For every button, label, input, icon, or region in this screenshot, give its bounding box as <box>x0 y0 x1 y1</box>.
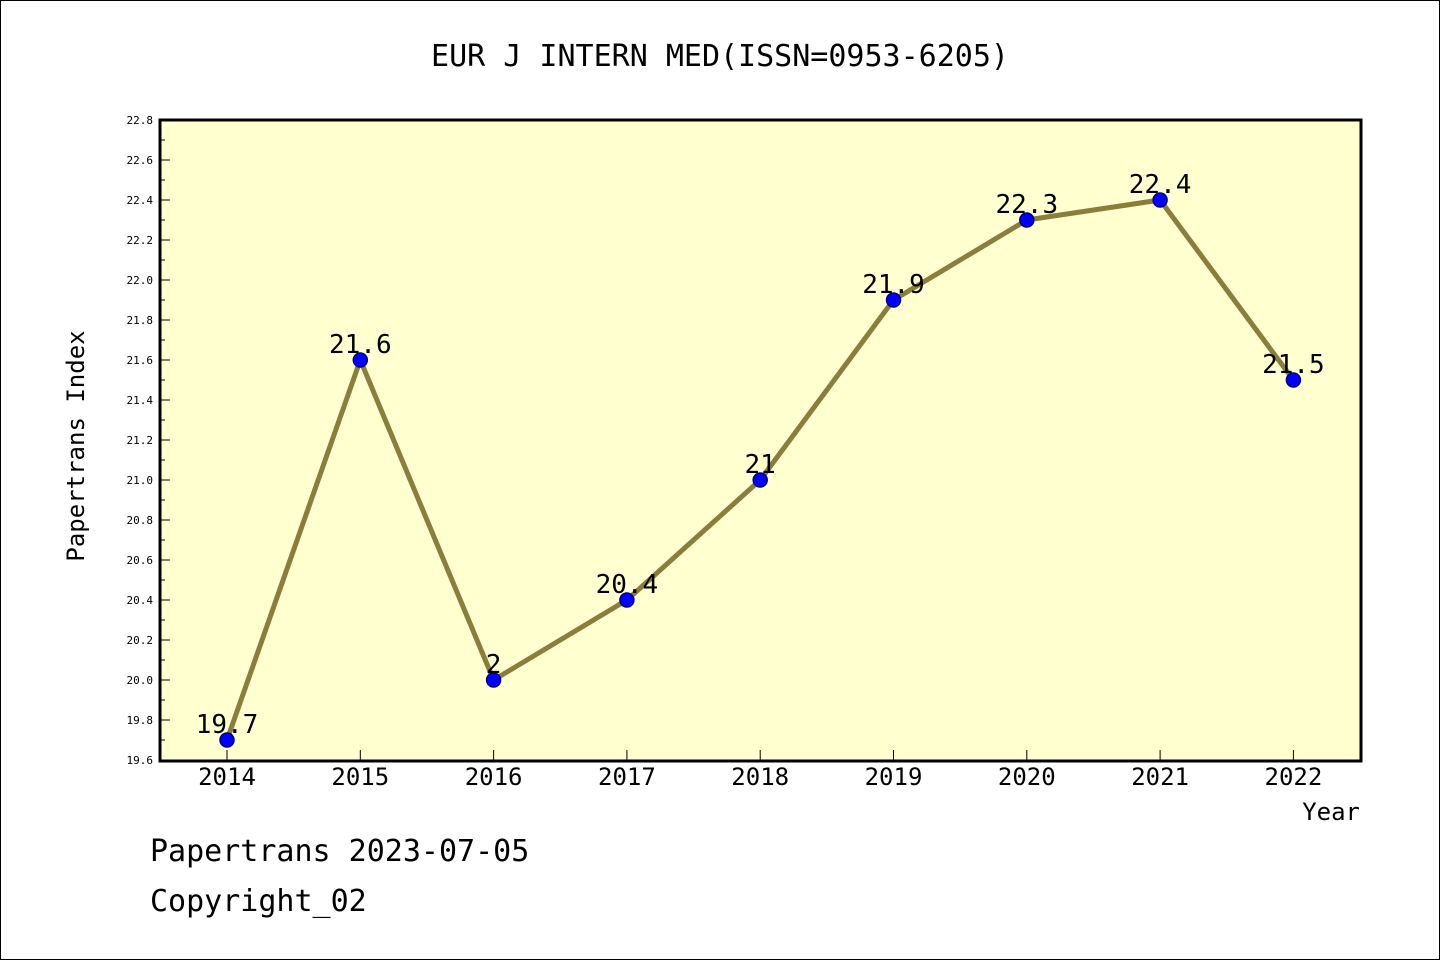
data-point <box>485 672 502 688</box>
data-point <box>352 352 369 368</box>
data-point <box>1152 192 1168 208</box>
y-tick-label: 20.2 <box>127 634 154 647</box>
data-labels: 19.7 21.6 2 20.4 21 21.9 22.3 22.4 21.5 <box>196 170 1325 740</box>
data-label: 2 <box>486 650 502 680</box>
plot-area <box>158 118 1363 763</box>
y-axis: 19.6 19.8 20.0 20.2 20.4 20.6 20.8 21.0 21.2 21.4… <box>127 114 170 767</box>
data-label: 21.9 <box>862 270 925 300</box>
y-axis-label: Papertrans Index <box>62 330 90 561</box>
x-tick-label: 2022 <box>1265 763 1323 791</box>
x-axis: 2014 2015 2016 2017 2018 2019 2020 2021 2022 <box>198 750 1322 791</box>
data-point <box>752 472 768 488</box>
x-tick-label: 2016 <box>465 763 523 791</box>
y-tick-label: 21.8 <box>127 314 154 327</box>
x-tick-label: 2019 <box>865 763 923 791</box>
y-tick-label: 20.0 <box>127 674 154 687</box>
y-tick-label: 19.6 <box>127 754 154 767</box>
data-label: 21.5 <box>1262 350 1325 380</box>
data-point <box>1019 212 1035 228</box>
x-tick-label: 2015 <box>331 763 389 791</box>
x-tick-label: 2020 <box>998 763 1056 791</box>
y-tick-label: 22.4 <box>127 194 154 207</box>
chart-title: EUR J INTERN MED(ISSN=0953-6205) <box>431 39 1009 74</box>
data-label: 21 <box>745 450 776 480</box>
x-tick-label: 2018 <box>731 763 789 791</box>
y-tick-label: 19.8 <box>127 714 154 727</box>
data-point <box>219 732 235 748</box>
x-tick-label: 2014 <box>198 763 256 791</box>
data-label: 20.4 <box>596 570 659 600</box>
footer-date: Papertrans 2023-07-05 <box>150 834 530 869</box>
y-tick-label: 22.6 <box>127 154 154 167</box>
data-point <box>1285 372 1302 388</box>
y-tick-label: 22.2 <box>127 234 154 247</box>
data-point <box>885 292 902 308</box>
x-tick-label: 2017 <box>598 763 656 791</box>
y-tick-label: 21.0 <box>127 474 154 487</box>
y-tick-label: 20.4 <box>127 594 154 607</box>
y-tick-label: 21.6 <box>127 354 154 367</box>
y-tick-label: 22.8 <box>127 114 154 127</box>
data-label: 19.7 <box>196 710 259 740</box>
series-markers <box>219 192 1302 748</box>
y-tick-label: 20.6 <box>127 554 154 567</box>
y-tick-label: 21.4 <box>127 394 154 407</box>
data-label: 22.3 <box>995 190 1058 220</box>
x-tick-label: 2021 <box>1131 763 1189 791</box>
x-axis-label: Year <box>1302 798 1360 826</box>
y-tick-label: 21.2 <box>127 434 154 447</box>
data-label: 22.4 <box>1129 170 1192 200</box>
y-tick-label: 22.0 <box>127 274 154 287</box>
data-label: 21.6 <box>329 330 392 360</box>
footer-copyright: Copyright_02 <box>150 884 367 919</box>
data-point <box>619 592 635 608</box>
y-tick-label: 20.8 <box>127 514 154 527</box>
